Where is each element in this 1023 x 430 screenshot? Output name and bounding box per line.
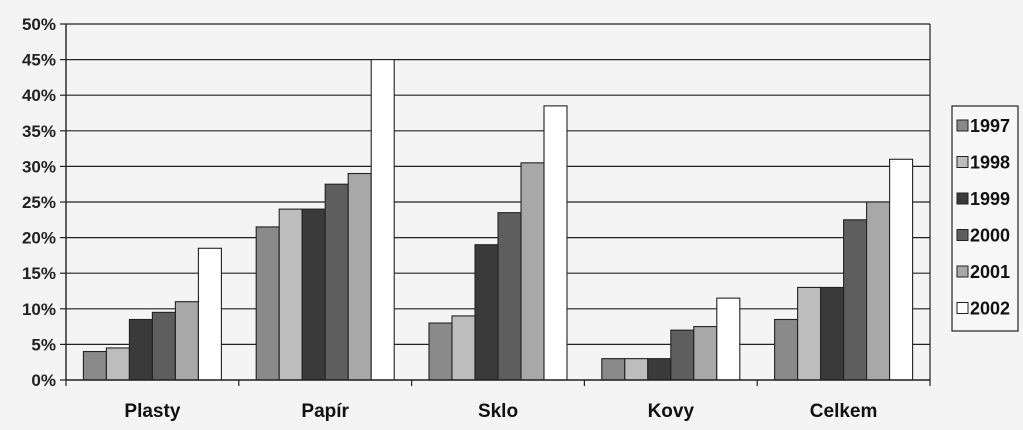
legend-swatch-2001 — [956, 265, 969, 278]
bar-2000-celkem — [843, 219, 868, 381]
bar-1997-kovy — [601, 358, 626, 381]
y-tick-label: 50% — [22, 15, 56, 34]
x-tick-label: Kovy — [648, 401, 695, 422]
y-tick-label: 25% — [22, 193, 56, 212]
bars-layer — [82, 59, 914, 381]
y-tick-label: 15% — [22, 264, 56, 283]
legend-box — [951, 105, 1019, 332]
bar-2002-celkem — [889, 158, 914, 381]
legend-label-1998: 1998 — [970, 153, 1010, 173]
y-tick-label: 0% — [31, 371, 56, 390]
bar-1999-plasty — [128, 318, 153, 381]
bar-2001-kovy — [693, 326, 718, 381]
bar-2002-kovy — [716, 297, 741, 381]
legend-swatch-1998 — [956, 156, 969, 168]
x-tick-label: Papír — [301, 401, 349, 422]
bar-1999-kovy — [647, 358, 672, 381]
bar-2000-papír — [324, 183, 349, 381]
bar-1998-celkem — [797, 286, 822, 381]
legend-label-2002: 2002 — [970, 299, 1010, 319]
y-tick-label: 30% — [22, 157, 56, 176]
legend-label-2000: 2000 — [970, 226, 1010, 246]
legend-swatch-1999 — [956, 192, 969, 205]
legend-swatch-1997 — [956, 119, 969, 132]
bar-1998-plasty — [105, 347, 130, 381]
legend-label-2001: 2001 — [970, 262, 1010, 282]
bar-1998-sklo — [451, 315, 476, 381]
legend-label-1999: 1999 — [970, 189, 1010, 209]
legend-label-1997: 1997 — [970, 116, 1010, 136]
bar-1997-plasty — [82, 350, 107, 381]
bar-2000-kovy — [670, 329, 695, 381]
bar-1999-sklo — [474, 244, 499, 381]
bar-1998-papír — [278, 208, 303, 381]
bar-2001-plasty — [174, 301, 199, 381]
bar-2000-plasty — [151, 311, 176, 381]
bar-2000-sklo — [497, 212, 522, 381]
x-tick-label: Sklo — [478, 401, 518, 422]
legend-swatch-2002 — [956, 302, 969, 314]
bar-1999-papír — [301, 208, 326, 381]
x-tick-label: Celkem — [810, 401, 878, 422]
legend: 1997 1998 1999 2000 2001 2002 — [951, 105, 1019, 332]
bar-2001-celkem — [866, 201, 891, 381]
y-tick-label: 10% — [22, 300, 56, 319]
bar-2002-plasty — [197, 247, 222, 381]
bar-2001-papír — [347, 172, 372, 381]
bar-1998-kovy — [624, 358, 649, 381]
y-tick-label: 45% — [22, 51, 56, 70]
bar-2002-papír — [370, 59, 395, 381]
y-tick-label: 35% — [22, 122, 56, 141]
x-tick-label: Plasty — [124, 401, 180, 422]
bar-1997-papír — [255, 226, 280, 381]
bar-1997-sklo — [428, 322, 453, 381]
legend-swatch-2000 — [956, 229, 969, 241]
bar-2001-sklo — [520, 162, 545, 381]
y-tick-label: 40% — [22, 86, 56, 105]
bar-1997-celkem — [774, 318, 799, 381]
axis-layer: 0% 5% 10% 15% 20% 25% 30% 35% 40% 45% 50% Plasty Pap… — [22, 15, 931, 422]
bar-2002-sklo — [543, 105, 568, 381]
y-tick-label: 20% — [22, 229, 56, 248]
bar-1999-celkem — [820, 286, 845, 381]
y-tick-label: 5% — [31, 335, 56, 354]
